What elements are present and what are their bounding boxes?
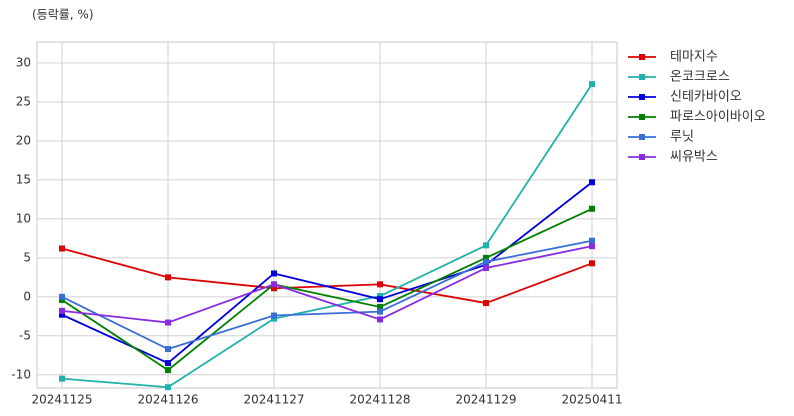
point-marker [483,261,489,268]
y-tick-label: -5 [19,328,31,342]
y-tick-label: 30 [16,56,31,70]
x-tick-label: 20241126 [137,393,198,407]
plot-frame [36,41,618,389]
x-tick-label: 20241125 [31,393,92,407]
legend-label: 온코크로스 [670,70,730,85]
point-marker [59,375,65,382]
x-tick-label: 20250411 [561,393,622,407]
legend-marker [639,154,645,160]
legend-label: 씨유박스 [670,150,718,165]
chart-annotation: (등락률, %) [32,8,94,22]
point-marker [271,285,277,292]
point-marker [271,281,277,288]
series-line [61,245,593,324]
point-marker [59,245,65,252]
y-tick-label: -10 [11,367,31,381]
y-tick-label: 5 [23,250,31,264]
legend-label: 루닛 [670,130,694,145]
point-marker [483,300,489,307]
legend-marker [639,134,645,140]
point-marker [59,296,65,303]
y-tick-label: 20 [16,133,31,147]
point-marker [483,254,489,261]
point-marker [165,319,171,326]
point-marker [377,296,383,303]
point-marker [377,293,383,300]
point-marker [377,308,383,315]
series-line [61,207,593,372]
point-marker [589,237,595,244]
point-marker [589,205,595,212]
legend-label: 테마지수 [670,50,718,65]
point-marker [377,316,383,323]
point-marker [483,242,489,249]
y-tick-label: 25 [16,95,31,109]
legend-marker [639,94,645,100]
legend-label: 신테카바이오 [670,90,742,105]
x-tick-label: 20241127 [243,393,304,407]
y-tick-label: 15 [16,172,31,186]
point-marker [483,258,489,265]
point-marker [165,360,171,367]
legend-marker [639,54,645,60]
point-marker [165,274,171,281]
point-marker [271,270,277,277]
point-marker [589,260,595,267]
legend-label: 파로스아이바이오 [670,110,766,125]
series-line [61,239,593,351]
series-line [61,181,593,365]
legend-marker [639,74,645,80]
point-marker [59,293,65,300]
y-tick-label: 0 [23,289,31,303]
point-marker [271,312,277,319]
point-marker [589,179,595,186]
point-marker [165,384,171,391]
point-marker [377,303,383,310]
point-marker [589,243,595,250]
point-marker [165,367,171,374]
legend-marker [639,114,645,120]
point-marker [377,281,383,288]
x-tick-label: 20241128 [349,393,410,407]
point-marker [59,307,65,314]
point-marker [483,264,489,271]
x-tick-label: 20241129 [455,393,516,407]
point-marker [59,311,65,318]
point-marker [589,81,595,88]
point-marker [271,315,277,322]
point-marker [165,346,171,353]
y-tick-label: 10 [16,211,31,225]
series-line [61,83,593,389]
